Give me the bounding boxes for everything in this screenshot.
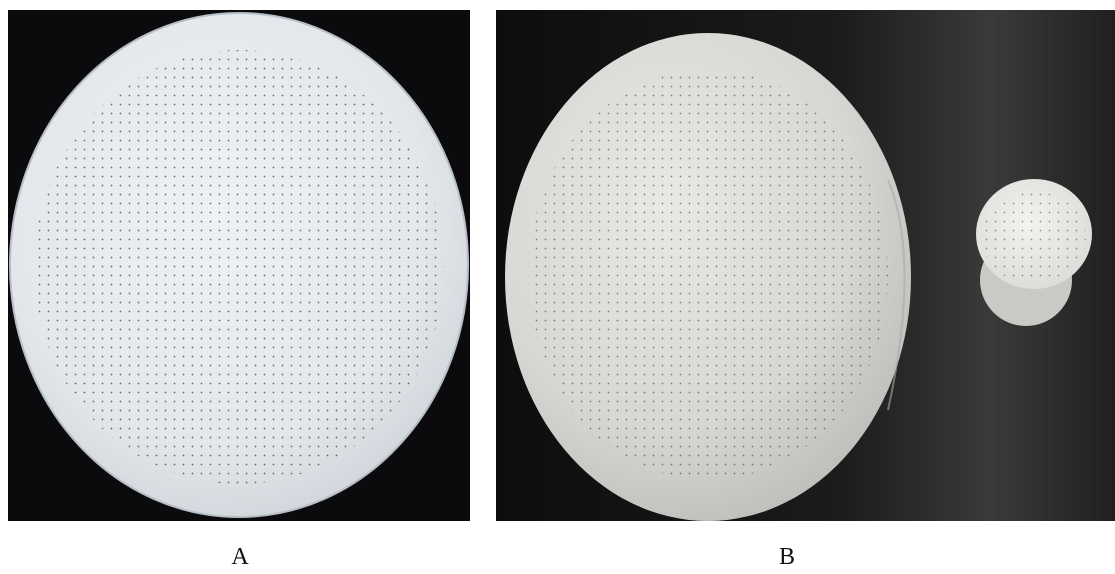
hole-grid-a: [34, 50, 444, 484]
photo-panel-a: [8, 10, 470, 521]
panel-label-a: A: [231, 544, 249, 570]
hole-grid-b: [528, 70, 888, 480]
disc-edge-b: [887, 179, 906, 411]
photo-a: [8, 10, 470, 521]
disc-edge-a: [9, 12, 469, 518]
hole-grid-small: [982, 192, 1086, 284]
photo-panel-b: [496, 10, 1115, 521]
panel-label-b: B: [778, 544, 795, 570]
photo-b: [496, 10, 1115, 521]
